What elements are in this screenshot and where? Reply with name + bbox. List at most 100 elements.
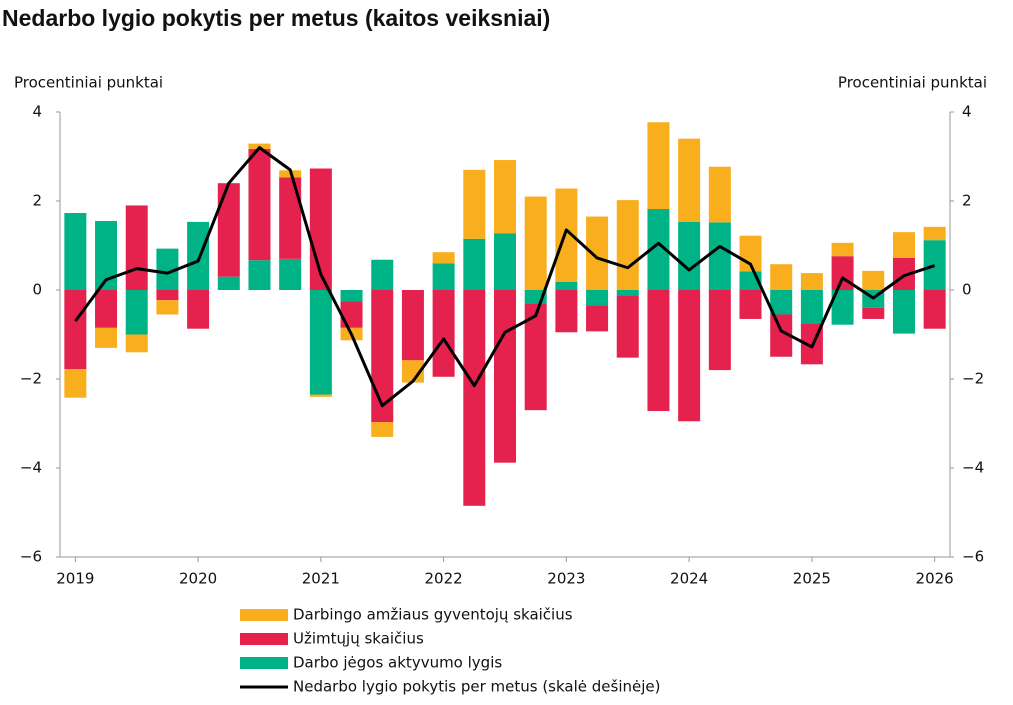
bar (647, 290, 670, 412)
y-tick-label: 0 (32, 281, 42, 299)
bar (647, 122, 670, 210)
bar (708, 166, 731, 223)
bar (800, 273, 823, 290)
y2-axis-label: Procentiniai punktai (838, 74, 987, 92)
bar (831, 290, 854, 325)
bar (371, 422, 394, 437)
bar (217, 276, 240, 290)
bar (340, 290, 363, 302)
x-tick-label: 2026 (916, 570, 954, 588)
bar (463, 169, 486, 239)
bar (678, 138, 701, 222)
bar (463, 290, 486, 506)
bar (125, 334, 148, 353)
bar (524, 303, 547, 411)
y-tick-label: −2 (20, 370, 42, 388)
bar (401, 290, 424, 361)
y2-tick-label: −2 (962, 370, 984, 388)
bar (616, 200, 639, 290)
legend-swatch (240, 657, 288, 669)
legend-label: Darbingo amžiaus gyventojų skaičius (293, 606, 573, 624)
y2-tick-label: 4 (962, 103, 972, 121)
bar (647, 209, 670, 290)
bar (95, 221, 118, 290)
x-tick-label: 2025 (793, 570, 831, 588)
legend-label: Nedarbo lygio pokytis per metus (skalė d… (293, 678, 661, 696)
bar (524, 196, 547, 290)
bar (156, 248, 179, 290)
bar (248, 148, 271, 261)
bar (892, 232, 915, 258)
y-tick-label: 2 (32, 192, 42, 210)
bar (432, 252, 455, 264)
y-axis-label: Procentiniai punktai (14, 74, 163, 92)
bar (708, 222, 731, 290)
bar (616, 290, 639, 296)
bar (770, 314, 793, 357)
legend-swatch (240, 609, 288, 621)
x-tick-label: 2022 (425, 570, 463, 588)
bar (463, 238, 486, 290)
y2-tick-label: −6 (962, 548, 984, 566)
bar (217, 183, 240, 277)
bar (279, 177, 302, 259)
bar (125, 290, 148, 335)
bar (586, 290, 609, 306)
bar (862, 307, 885, 319)
bar (64, 213, 87, 290)
bar (739, 290, 762, 319)
bar (770, 290, 793, 315)
y2-tick-label: 2 (962, 192, 972, 210)
legend-label: Darbo jėgos aktyvumo lygis (293, 654, 502, 672)
legend-label: Užimtųjų skaičius (293, 630, 424, 648)
bar (892, 257, 915, 290)
bar (678, 290, 701, 422)
bar (831, 242, 854, 257)
x-tick-label: 2021 (302, 570, 340, 588)
x-tick-label: 2024 (670, 570, 708, 588)
bar (432, 290, 455, 377)
bar (923, 240, 946, 290)
chart-title: Nedarbo lygio pokytis per metus (kaitos … (2, 5, 550, 31)
bar (586, 305, 609, 332)
bar (187, 221, 210, 290)
x-tick-label: 2019 (56, 570, 94, 588)
y-tick-label: −4 (20, 459, 42, 477)
x-tick-label: 2020 (179, 570, 217, 588)
bar (156, 300, 179, 315)
bar (340, 301, 363, 328)
bar (892, 290, 915, 334)
bar (494, 290, 516, 463)
bar (708, 290, 731, 371)
bar (586, 216, 609, 290)
bar (862, 270, 885, 290)
y2-tick-label: −4 (962, 459, 984, 477)
bar (125, 205, 148, 290)
bar (248, 260, 271, 290)
bar (555, 281, 578, 290)
bar (923, 226, 946, 241)
bar (371, 259, 394, 290)
bar (432, 263, 455, 290)
y2-tick-label: 0 (962, 281, 972, 299)
bar (95, 290, 118, 328)
bar (95, 327, 118, 348)
bar (555, 188, 578, 282)
bar (800, 290, 823, 324)
x-tick-label: 2023 (547, 570, 585, 588)
bar (494, 160, 516, 234)
bar (309, 290, 332, 395)
bar (187, 290, 210, 329)
bar (371, 290, 394, 423)
bar (64, 290, 87, 370)
bar (494, 233, 516, 290)
bar (279, 258, 302, 290)
bar (831, 256, 854, 290)
bar (309, 394, 332, 397)
bar (555, 290, 578, 333)
bar (401, 360, 424, 383)
bar (923, 290, 946, 329)
bar (616, 295, 639, 358)
